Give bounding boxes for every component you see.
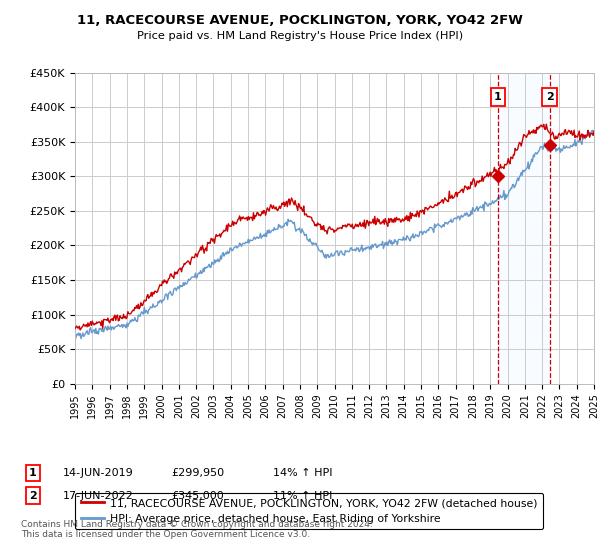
- Text: £345,000: £345,000: [171, 491, 224, 501]
- Text: Contains HM Land Registry data © Crown copyright and database right 2024.
This d: Contains HM Land Registry data © Crown c…: [21, 520, 373, 539]
- Text: 17-JUN-2022: 17-JUN-2022: [63, 491, 134, 501]
- Text: 1: 1: [494, 92, 502, 102]
- Bar: [498, 73, 550, 384]
- Text: £299,950: £299,950: [171, 468, 224, 478]
- Text: Price paid vs. HM Land Registry's House Price Index (HPI): Price paid vs. HM Land Registry's House …: [137, 31, 463, 41]
- Text: 11% ↑ HPI: 11% ↑ HPI: [273, 491, 332, 501]
- Text: 14% ↑ HPI: 14% ↑ HPI: [273, 468, 332, 478]
- Text: 2: 2: [29, 491, 37, 501]
- Text: 14-JUN-2019: 14-JUN-2019: [63, 468, 134, 478]
- Text: 1: 1: [29, 468, 37, 478]
- Text: 11, RACECOURSE AVENUE, POCKLINGTON, YORK, YO42 2FW: 11, RACECOURSE AVENUE, POCKLINGTON, YORK…: [77, 14, 523, 27]
- Text: 2: 2: [546, 92, 554, 102]
- Legend: 11, RACECOURSE AVENUE, POCKLINGTON, YORK, YO42 2FW (detached house), HPI: Averag: 11, RACECOURSE AVENUE, POCKLINGTON, YORK…: [75, 493, 543, 529]
